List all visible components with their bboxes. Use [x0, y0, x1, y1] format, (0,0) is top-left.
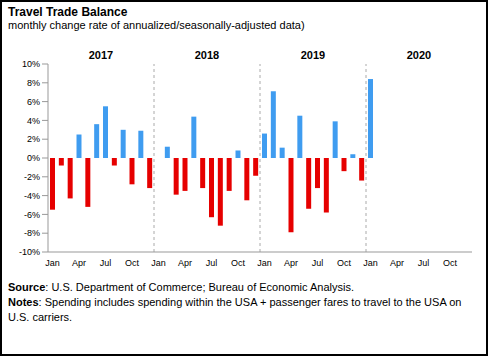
- svg-text:Oct: Oct: [231, 258, 246, 268]
- svg-text:2019: 2019: [301, 49, 325, 61]
- html-text:Notes: Spending includes spend: Notes: Spending includes spending within…: [8, 296, 462, 323]
- html-text:Source: U.S. Department of Com: Source: U.S. Department of Commerce; Bur…: [8, 281, 354, 293]
- svg-text:Apr: Apr: [390, 258, 404, 268]
- svg-text:2%: 2%: [27, 134, 40, 144]
- svg-text:Jul: Jul: [206, 258, 218, 268]
- svg-text:4%: 4%: [27, 116, 40, 126]
- svg-text:0%: 0%: [27, 153, 40, 163]
- svg-text:Oct: Oct: [443, 258, 458, 268]
- svg-text:-8%: -8%: [24, 228, 40, 238]
- svg-text:-10%: -10%: [19, 247, 40, 257]
- svg-text:2020: 2020: [407, 49, 431, 61]
- svg-text:-4%: -4%: [24, 191, 40, 201]
- svg-text:Jul: Jul: [418, 258, 430, 268]
- html-text:monthly change rate of annuali: monthly change rate of annualized/season…: [8, 19, 305, 31]
- svg-text:Apr: Apr: [284, 258, 298, 268]
- svg-text:-6%: -6%: [24, 210, 40, 220]
- svg-text:Jan: Jan: [45, 258, 60, 268]
- svg-text:Jan: Jan: [363, 258, 378, 268]
- svg-text:10%: 10%: [22, 59, 40, 69]
- svg-text:Jul: Jul: [312, 258, 324, 268]
- svg-text:Apr: Apr: [72, 258, 86, 268]
- svg-text:2017: 2017: [89, 49, 113, 61]
- svg-text:Apr: Apr: [178, 258, 192, 268]
- svg-text:6%: 6%: [27, 97, 40, 107]
- svg-text:Oct: Oct: [125, 258, 140, 268]
- svg-text:8%: 8%: [27, 78, 40, 88]
- html-text:Travel Trade Balance: Travel Trade Balance: [8, 5, 128, 19]
- svg-text:Jan: Jan: [151, 258, 166, 268]
- svg-text:Oct: Oct: [337, 258, 352, 268]
- svg-text:Jan: Jan: [257, 258, 272, 268]
- svg-text:2018: 2018: [195, 49, 219, 61]
- svg-text:Jul: Jul: [100, 258, 112, 268]
- svg-text:-2%: -2%: [24, 172, 40, 182]
